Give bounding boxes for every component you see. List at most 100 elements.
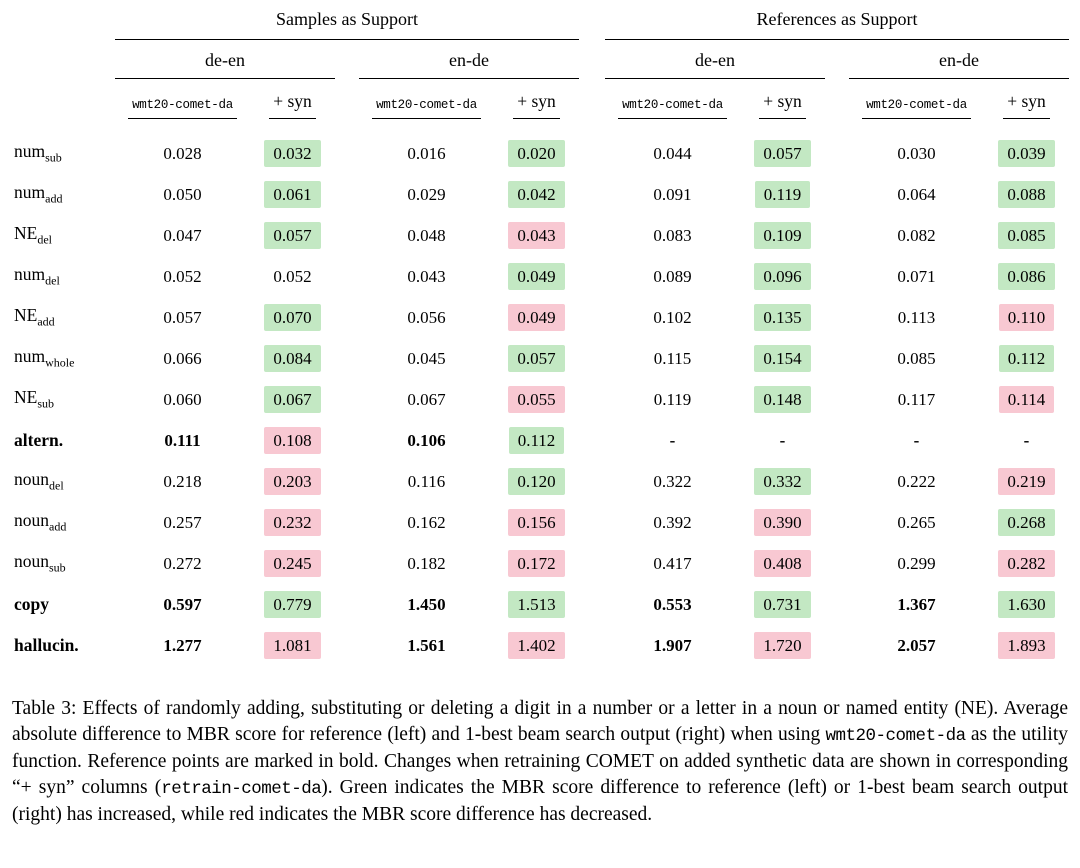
spacer-cell: [579, 8, 605, 40]
value-cell: 0.067: [359, 379, 494, 420]
highlighted-value: 0.172: [508, 549, 565, 578]
language-pair-header-row: de-en en-de de-en en-de: [10, 39, 1069, 79]
value-cell: 0.048: [359, 215, 494, 256]
value-cell: 0.119: [605, 379, 740, 420]
spacer-cell: [579, 133, 605, 174]
spacer-cell: [825, 379, 849, 420]
value-cell: 0.119: [740, 174, 825, 215]
value: 0.322: [653, 471, 692, 491]
spacer-cell: [335, 625, 359, 666]
highlighted-value: 0.110: [998, 303, 1055, 332]
value: 0.417: [653, 553, 692, 573]
value-cell: 0.111: [115, 420, 250, 461]
highlighted-value: 0.057: [754, 139, 811, 168]
highlighted-value: 0.108: [264, 426, 321, 455]
value-cell: 0.102: [605, 297, 740, 338]
value-cell: 0.332: [740, 461, 825, 502]
spacer-cell: [335, 543, 359, 584]
value-cell: 0.112: [494, 420, 579, 461]
value-cell: 0.109: [740, 215, 825, 256]
value: 0.044: [653, 143, 692, 163]
value-cell: 0.039: [984, 133, 1069, 174]
table-row: numdel 0.052 0.052 0.043 0.049 0.089 0.096 0.07…: [10, 256, 1069, 297]
highlighted-value: 0.057: [264, 221, 321, 250]
value: 2.057: [897, 635, 936, 655]
value-cell: 0.016: [359, 133, 494, 174]
row-label: numdel: [14, 264, 60, 288]
spacer-cell: [335, 40, 359, 79]
spacer-cell: [10, 79, 115, 134]
value-cell: 0.135: [740, 297, 825, 338]
value-cell: 0.114: [984, 379, 1069, 420]
value: 0.030: [897, 143, 936, 163]
value-cell: 0.110: [984, 297, 1069, 338]
value-cell: 0.272: [115, 543, 250, 584]
value: -: [1023, 430, 1030, 450]
syn-header: + syn: [984, 79, 1069, 134]
spacer-cell: [579, 379, 605, 420]
metric-header-label: wmt20-comet-da: [618, 98, 727, 119]
highlighted-value: 0.096: [754, 262, 811, 291]
value-cell: 0.085: [849, 338, 984, 379]
row-label: hallucin.: [14, 635, 79, 655]
value: 1.907: [653, 635, 692, 655]
value-cell: 0.113: [849, 297, 984, 338]
value-cell: 0.106: [359, 420, 494, 461]
value-cell: 1.513: [494, 584, 579, 625]
value: -: [913, 430, 920, 450]
table-row: numadd 0.050 0.061 0.029 0.042 0.091 0.119 0.06…: [10, 174, 1069, 215]
value-cell: 0.066: [115, 338, 250, 379]
value-cell: -: [849, 420, 984, 461]
value: 0.057: [163, 307, 202, 327]
value-cell: 1.277: [115, 625, 250, 666]
highlighted-value: 0.135: [754, 303, 811, 332]
highlighted-value: 0.232: [264, 508, 321, 537]
spacer-cell: [825, 40, 849, 79]
value: 0.117: [897, 389, 936, 409]
highlighted-value: 0.070: [264, 303, 321, 332]
table-caption: Table 3: Effects of randomly adding, sub…: [12, 696, 1068, 828]
spacer-cell: [825, 215, 849, 256]
value-cell: 0.029: [359, 174, 494, 215]
table-body: numsub 0.028 0.032 0.016 0.020 0.044 0.057 0.03…: [10, 133, 1069, 666]
highlighted-value: 0.086: [998, 262, 1055, 291]
table-row: NEadd 0.057 0.070 0.056 0.049 0.102 0.135 0.113…: [10, 297, 1069, 338]
highlighted-value: 0.114: [998, 385, 1055, 414]
row-label: nounadd: [14, 510, 67, 534]
value-cell: 1.907: [605, 625, 740, 666]
table-row: altern. 0.111 0.108 0.106 0.112 - - - -: [10, 420, 1069, 461]
table-header: Samples as Support References as Support…: [10, 8, 1069, 133]
value-cell: 0.731: [740, 584, 825, 625]
row-label: nounsub: [14, 551, 66, 575]
row-label: copy: [14, 594, 49, 614]
value-cell: 0.117: [849, 379, 984, 420]
value-cell: 0.070: [250, 297, 335, 338]
value: 0.047: [163, 225, 202, 245]
value: 1.561: [407, 635, 446, 655]
value: 0.091: [653, 184, 692, 204]
spacer-cell: [579, 461, 605, 502]
results-table: Samples as Support References as Support…: [10, 8, 1069, 666]
value: -: [779, 430, 786, 450]
value-cell: 0.055: [494, 379, 579, 420]
subgroup-en-de: en-de: [849, 39, 1069, 79]
value-cell: 1.561: [359, 625, 494, 666]
value: 0.083: [653, 225, 692, 245]
spacer-cell: [579, 543, 605, 584]
value-cell: 0.042: [494, 174, 579, 215]
highlighted-value: 0.154: [754, 344, 811, 373]
highlighted-value: 0.332: [754, 467, 811, 496]
spacer-cell: [335, 379, 359, 420]
value: 0.066: [163, 348, 202, 368]
table-row: copy 0.597 0.779 1.450 1.513 0.553 0.731 1.367 1…: [10, 584, 1069, 625]
value: 0.182: [407, 553, 446, 573]
highlighted-value: 0.779: [264, 590, 321, 619]
value-cell: 0.120: [494, 461, 579, 502]
value: 0.064: [897, 184, 936, 204]
value-cell: 0.162: [359, 502, 494, 543]
value-cell: 0.047: [115, 215, 250, 256]
value-cell: 0.043: [494, 215, 579, 256]
value: 0.052: [163, 266, 202, 286]
spacer-cell: [335, 297, 359, 338]
value-cell: 0.057: [494, 338, 579, 379]
